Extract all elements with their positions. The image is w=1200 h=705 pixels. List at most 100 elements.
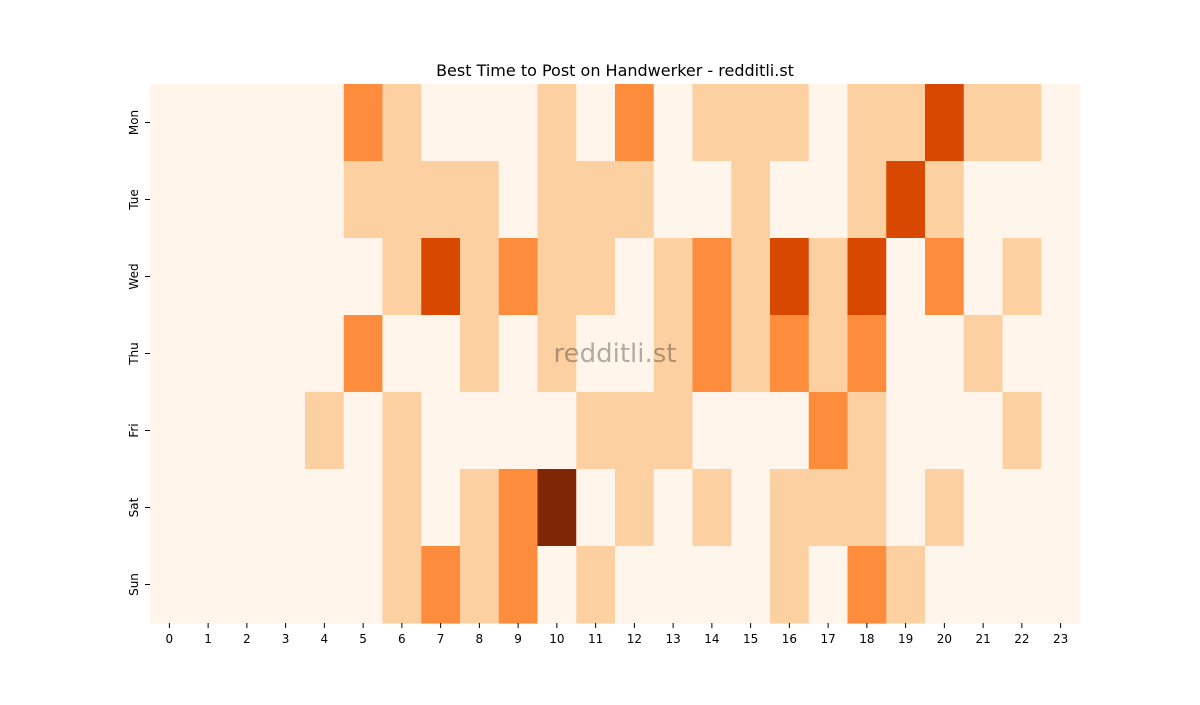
watermark-text: redditli.st — [554, 339, 677, 369]
heatmap-cell-tue-2 — [227, 161, 267, 239]
y-tick-label: Mon — [127, 110, 141, 135]
heatmap-cell-fri-13 — [653, 392, 694, 470]
heatmap-cell-thu-3 — [266, 315, 306, 393]
heatmap-cell-mon-15 — [731, 84, 771, 162]
x-tick-label: 8 — [476, 632, 484, 646]
heatmap-cell-wed-8 — [460, 238, 500, 316]
heatmap-cell-thu-15 — [731, 315, 771, 393]
x-tick-label: 1 — [204, 632, 212, 646]
x-tick-label: 9 — [514, 632, 522, 646]
heatmap-cell-wed-16 — [770, 238, 810, 316]
heatmap-cell-fri-4 — [305, 392, 345, 470]
heatmap-cell-wed-7 — [421, 238, 461, 316]
x-tick-label: 0 — [166, 632, 174, 646]
heatmap-cell-sun-12 — [615, 546, 655, 624]
heatmap-cell-tue-20 — [925, 161, 965, 239]
x-tick-label: 17 — [820, 632, 835, 646]
heatmap-cell-sat-17 — [808, 469, 849, 547]
heatmap-cell-thu-16 — [770, 315, 810, 393]
heatmap-cell-thu-23 — [1041, 315, 1081, 393]
heatmap-cell-sun-2 — [227, 546, 267, 624]
x-tick-label: 21 — [975, 632, 990, 646]
heatmap-cell-tue-17 — [808, 161, 849, 239]
heatmap-cell-sat-4 — [305, 469, 345, 547]
heatmap-cell-sat-15 — [731, 469, 771, 547]
heatmap-cell-mon-1 — [188, 84, 229, 162]
heatmap-cell-sun-3 — [266, 546, 306, 624]
heatmap-cell-sat-23 — [1041, 469, 1081, 547]
heatmap-cell-sun-8 — [460, 546, 500, 624]
heatmap-cell-sun-13 — [653, 546, 694, 624]
heatmap-cell-fri-16 — [770, 392, 810, 470]
x-tick-label: 18 — [859, 632, 874, 646]
heatmap-cell-sat-9 — [498, 469, 539, 547]
heatmap-cell-wed-21 — [963, 238, 1004, 316]
heatmap-cell-wed-17 — [808, 238, 849, 316]
heatmap-cell-fri-11 — [576, 392, 616, 470]
heatmap-cell-mon-0 — [150, 84, 190, 162]
heatmap-cell-thu-1 — [188, 315, 229, 393]
heatmap-cell-sat-10 — [537, 469, 577, 547]
heatmap-cell-wed-6 — [382, 238, 422, 316]
y-tick-label: Thu — [127, 342, 141, 366]
y-tick-label: Sun — [127, 573, 141, 596]
heatmap-cell-wed-13 — [653, 238, 694, 316]
heatmap-cell-sun-10 — [537, 546, 577, 624]
heatmap-cell-tue-23 — [1041, 161, 1081, 239]
chart-title: Best Time to Post on Handwerker - reddit… — [436, 61, 794, 80]
heatmap-cell-wed-3 — [266, 238, 306, 316]
heatmap-cell-thu-7 — [421, 315, 461, 393]
heatmap-cell-fri-12 — [615, 392, 655, 470]
heatmap-cell-fri-1 — [188, 392, 229, 470]
heatmap-cell-tue-19 — [886, 161, 926, 239]
heatmap-cell-sun-19 — [886, 546, 926, 624]
heatmap-cell-sat-2 — [227, 469, 267, 547]
heatmap-cell-fri-18 — [847, 392, 887, 470]
heatmap-cell-fri-6 — [382, 392, 422, 470]
heatmap-cell-sat-5 — [343, 469, 384, 547]
heatmap-cell-tue-0 — [150, 161, 190, 239]
x-tick-label: 12 — [627, 632, 642, 646]
heatmap-cell-thu-11 — [576, 315, 616, 393]
heatmap-cell-wed-11 — [576, 238, 616, 316]
heatmap-cell-fri-15 — [731, 392, 771, 470]
heatmap-cell-sat-18 — [847, 469, 887, 547]
heatmap-cell-thu-5 — [343, 315, 384, 393]
heatmap-cell-sat-1 — [188, 469, 229, 547]
heatmap-cell-wed-23 — [1041, 238, 1081, 316]
x-tick-label: 2 — [243, 632, 251, 646]
heatmap-cell-mon-23 — [1041, 84, 1081, 162]
heatmap-cell-wed-14 — [692, 238, 732, 316]
heatmap-cell-fri-10 — [537, 392, 577, 470]
heatmap-cell-tue-21 — [963, 161, 1004, 239]
heatmap-cell-mon-22 — [1002, 84, 1042, 162]
heatmap-cell-wed-1 — [188, 238, 229, 316]
heatmap-cell-sun-20 — [925, 546, 965, 624]
heatmap-cell-sat-20 — [925, 469, 965, 547]
heatmap-cell-tue-18 — [847, 161, 887, 239]
heatmap-cell-tue-14 — [692, 161, 732, 239]
x-tick-label: 3 — [282, 632, 290, 646]
heatmap-cell-mon-21 — [963, 84, 1004, 162]
heatmap-cell-fri-3 — [266, 392, 306, 470]
x-tick-label: 22 — [1014, 632, 1029, 646]
heatmap-cell-fri-0 — [150, 392, 190, 470]
heatmap-cell-thu-6 — [382, 315, 422, 393]
heatmap-cell-mon-5 — [343, 84, 384, 162]
heatmap-cell-sat-3 — [266, 469, 306, 547]
heatmap-cell-wed-9 — [498, 238, 539, 316]
heatmap-cell-thu-4 — [305, 315, 345, 393]
heatmap-cell-sat-6 — [382, 469, 422, 547]
y-tick-label: Tue — [127, 189, 141, 211]
heatmap-cell-mon-17 — [808, 84, 849, 162]
heatmap-cell-fri-17 — [808, 392, 849, 470]
heatmap-cell-thu-18 — [847, 315, 887, 393]
heatmap-cell-wed-19 — [886, 238, 926, 316]
heatmap-cell-mon-19 — [886, 84, 926, 162]
heatmap-cell-mon-13 — [653, 84, 694, 162]
heatmap-cell-sun-22 — [1002, 546, 1042, 624]
x-tick-label: 15 — [743, 632, 758, 646]
heatmap-cell-tue-10 — [537, 161, 577, 239]
